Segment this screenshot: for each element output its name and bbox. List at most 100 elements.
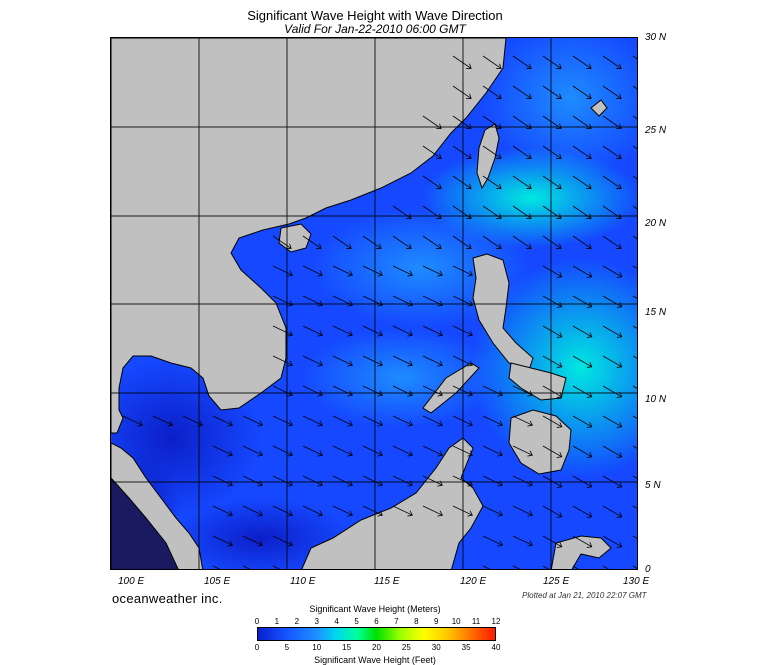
lat-label-30n: 30 N xyxy=(645,32,667,43)
wave-arrow xyxy=(452,355,473,367)
wave-arrow xyxy=(212,445,233,457)
wave-arrow xyxy=(482,445,503,457)
wave-arrow xyxy=(392,265,413,277)
wave-arrow xyxy=(572,475,593,488)
wave-arrow xyxy=(422,445,443,457)
lon-label-110e: 110 E xyxy=(290,576,316,587)
wave-arrow xyxy=(212,475,233,487)
wave-arrow xyxy=(332,235,352,250)
wave-arrow xyxy=(572,415,593,428)
wave-arrow xyxy=(602,115,622,130)
lon-label-130e: 130 E xyxy=(623,576,650,587)
wave-arrow xyxy=(272,535,293,547)
wave-arrow xyxy=(512,565,521,569)
plotted-timestamp: Plotted at Jan 21, 2010 22:07 GMT xyxy=(522,591,647,600)
lat-label-15n: 15 N xyxy=(645,307,667,318)
wave-arrow xyxy=(422,295,443,307)
wave-arrow xyxy=(272,235,292,250)
wave-arrow xyxy=(572,145,592,160)
wave-arrow xyxy=(452,325,473,337)
colorbar-meters-tick: 0 xyxy=(254,617,260,626)
wave-arrow xyxy=(542,535,563,548)
wave-arrow xyxy=(452,55,472,70)
wave-arrow xyxy=(122,415,143,427)
wave-arrow xyxy=(602,325,623,338)
wave-arrow xyxy=(242,415,263,427)
wave-arrow xyxy=(422,205,442,220)
wave-arrow xyxy=(602,85,622,100)
wave-arrow xyxy=(362,235,382,250)
colorbar-meters-tick: 7 xyxy=(394,617,399,626)
wave-arrow xyxy=(542,415,563,428)
wave-arrow xyxy=(542,115,562,130)
wave-arrow xyxy=(272,415,293,427)
wave-arrow xyxy=(572,85,592,100)
land-sulawesi xyxy=(550,535,612,569)
wave-arrow xyxy=(242,535,263,547)
colorbar-meters-label: Significant Wave Height (Meters) xyxy=(309,604,441,614)
wave-arrow xyxy=(482,475,503,487)
colorbar-feet-tick: 5 xyxy=(284,643,290,652)
wave-arrow xyxy=(512,175,532,190)
land-borneo xyxy=(301,437,484,569)
wave-arrow xyxy=(332,355,353,367)
wave-arrow xyxy=(632,115,637,120)
wave-arrow xyxy=(482,145,502,160)
wave-arrow xyxy=(392,385,413,397)
wave-arrow xyxy=(482,385,503,397)
wave-arrow xyxy=(512,55,532,70)
wave-arrow xyxy=(302,295,323,307)
wave-arrow xyxy=(602,175,622,190)
lon-label-105e: 105 E xyxy=(204,576,231,587)
wave-arrow xyxy=(242,475,263,487)
wave-arrow xyxy=(152,415,173,427)
wave-arrow xyxy=(422,475,443,487)
wave-arrow xyxy=(272,505,293,517)
wave-arrow xyxy=(302,505,323,517)
map-valid-time: Valid For Jan-22-2010 06:00 GMT xyxy=(284,22,466,36)
wave-arrow xyxy=(242,505,263,517)
wave-arrow xyxy=(332,385,353,397)
lat-label-0: 0 xyxy=(645,564,651,575)
lon-label-100e: 100 E xyxy=(118,576,145,587)
wave-map[interactable] xyxy=(110,37,638,570)
wave-arrow xyxy=(482,175,502,190)
wave-arrow xyxy=(602,535,623,548)
wave-arrow xyxy=(302,235,322,250)
wave-arrow xyxy=(512,445,533,457)
wave-arrow xyxy=(632,175,637,180)
wave-arrow xyxy=(482,55,502,70)
wave-arrow xyxy=(452,295,473,307)
wave-arrow xyxy=(602,355,623,368)
lon-label-125e: 125 E xyxy=(543,576,570,587)
wave-arrow xyxy=(542,55,562,70)
wave-arrow xyxy=(452,505,473,517)
land-sumatra xyxy=(111,477,179,569)
wave-arrow xyxy=(302,385,323,397)
wave-arrow xyxy=(392,325,413,337)
wave-arrow xyxy=(362,295,383,307)
wave-arrow xyxy=(512,415,533,427)
colorbar xyxy=(257,627,496,641)
colorbar-meters-tick: 8 xyxy=(414,617,419,626)
wave-arrow xyxy=(422,115,442,130)
lat-label-10n: 10 N xyxy=(645,394,667,405)
wave-arrow xyxy=(392,415,413,427)
colorbar-meters-tick: 1 xyxy=(274,617,280,626)
wave-direction-arrows xyxy=(122,55,637,569)
wave-arrow xyxy=(542,445,563,458)
wave-arrow xyxy=(272,565,281,569)
wave-arrow xyxy=(362,415,383,427)
colorbar-meters-tick: 6 xyxy=(374,617,379,626)
wave-arrow xyxy=(422,235,442,250)
wave-arrow xyxy=(422,145,442,160)
wave-arrow xyxy=(452,265,473,277)
wave-arrow xyxy=(572,505,593,518)
colorbar-feet-tick: 15 xyxy=(342,643,352,652)
wave-arrow xyxy=(542,145,562,160)
wave-arrow xyxy=(332,295,353,307)
wave-arrow xyxy=(302,415,323,427)
wave-arrow xyxy=(572,175,592,190)
wave-arrow xyxy=(452,205,472,220)
wave-arrow xyxy=(422,505,443,517)
